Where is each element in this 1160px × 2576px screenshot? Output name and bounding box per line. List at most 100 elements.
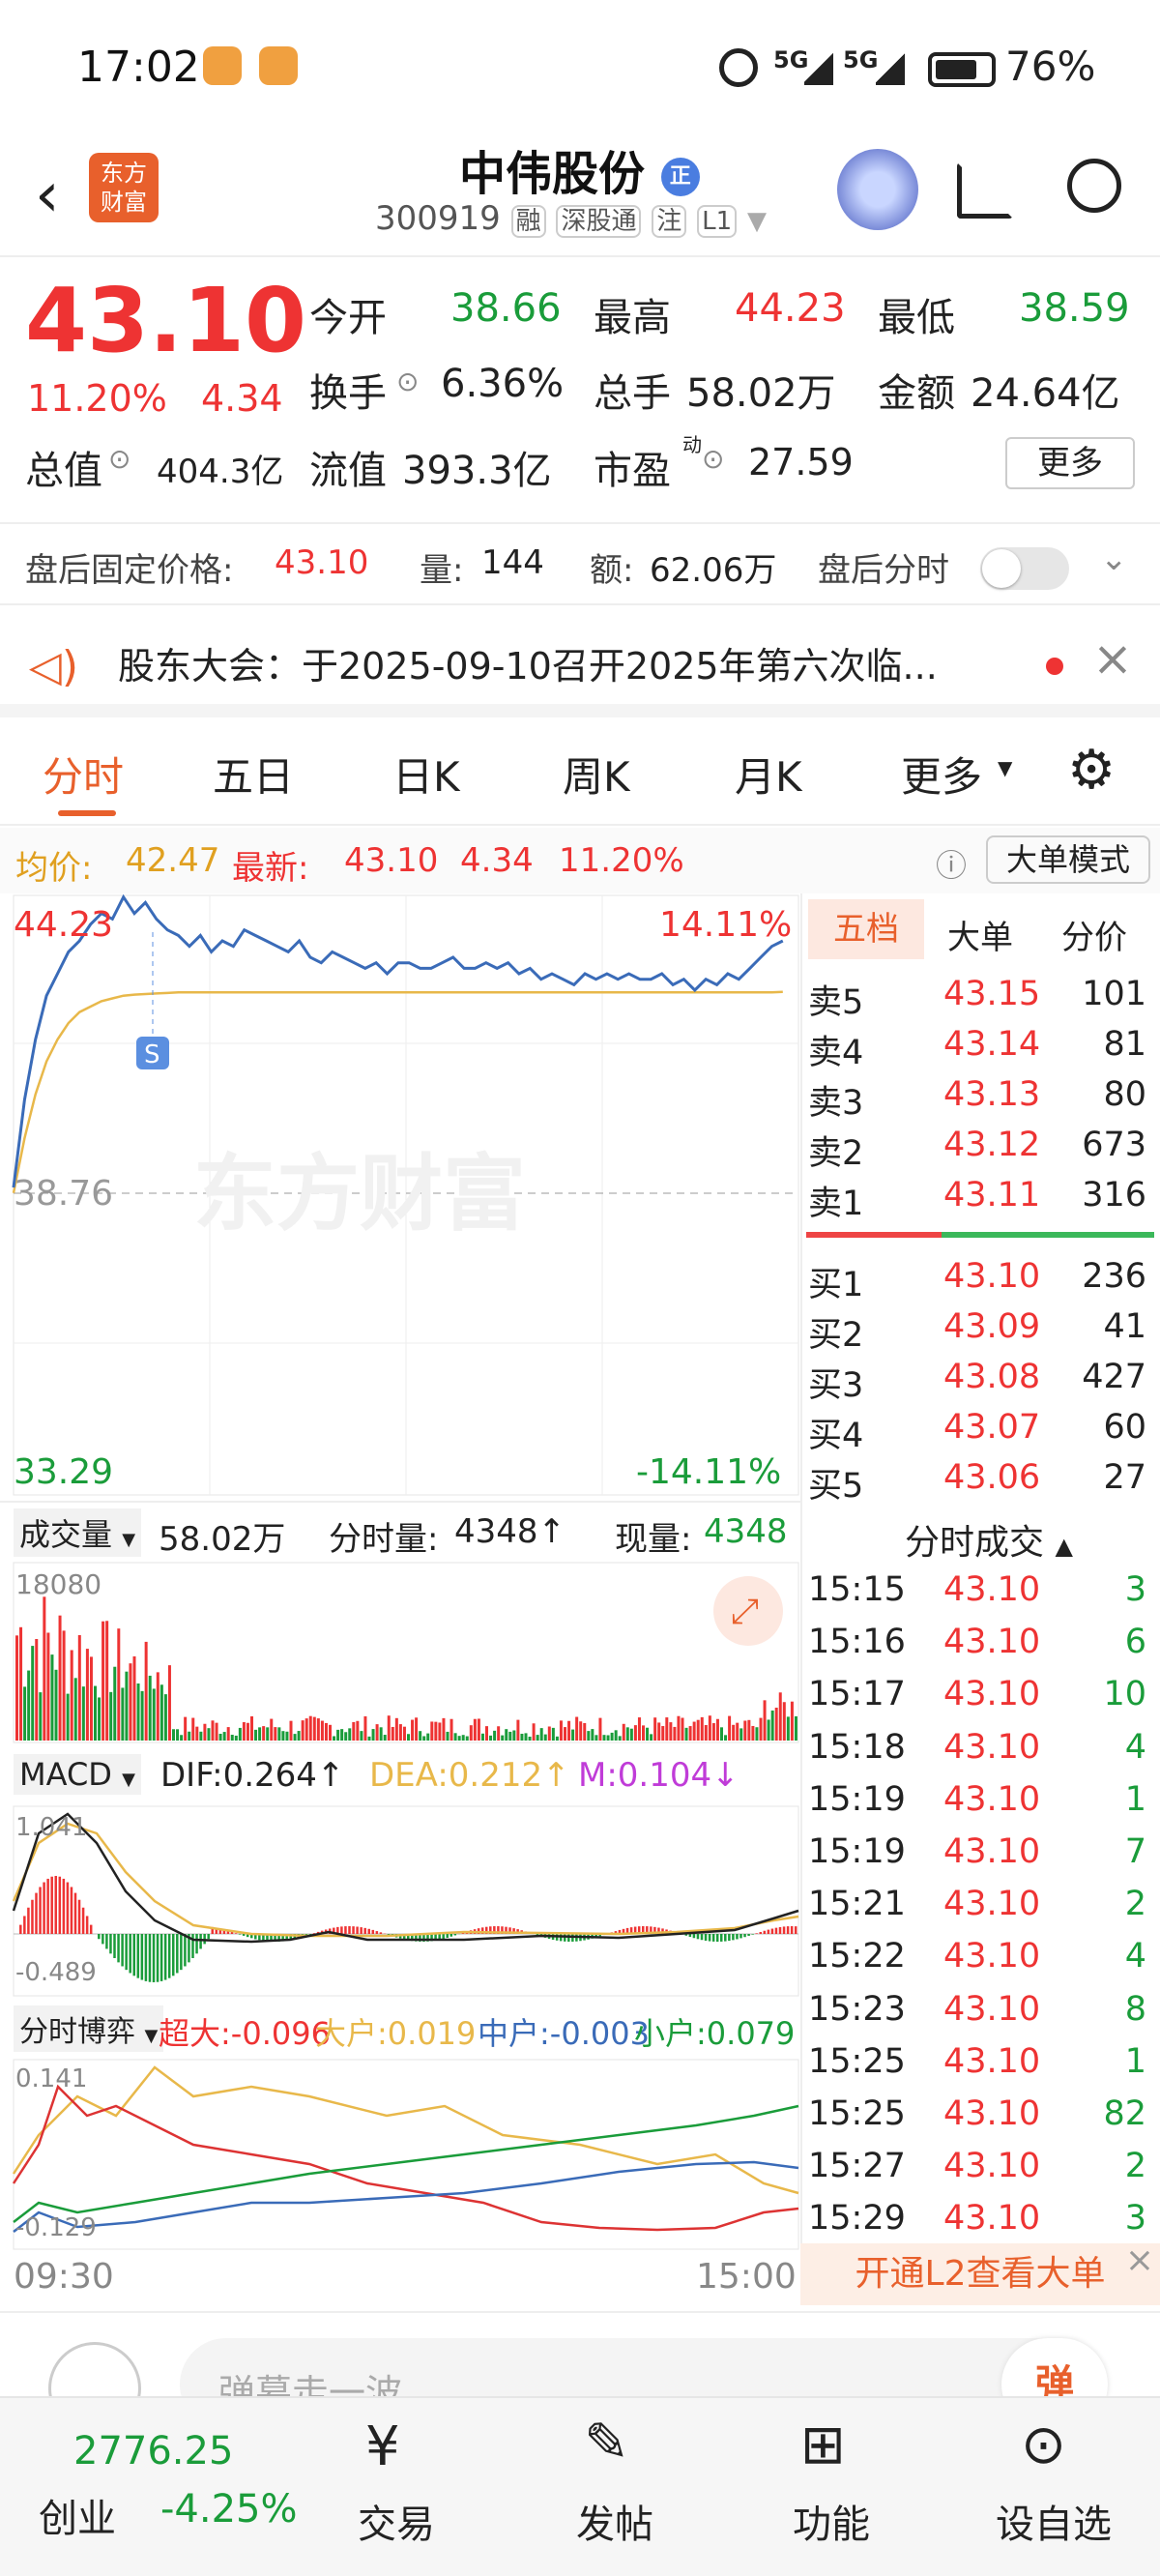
tab-more[interactable]: 更多 <box>901 753 983 801</box>
tab-monthly[interactable]: 月K <box>735 753 802 801</box>
tab-daily[interactable]: 日K <box>392 753 460 801</box>
macd-selector[interactable]: MACD ▼ <box>14 1754 141 1795</box>
book-tab-price[interactable]: 分价 <box>1061 919 1127 957</box>
robot-icon[interactable] <box>837 149 918 230</box>
tab-weekly[interactable]: 周K <box>563 753 630 801</box>
flow-selector[interactable]: 分时博弈 ▼ <box>14 2005 164 2052</box>
macd-bar <box>426 1934 429 1942</box>
signal-icon: 5G <box>773 46 809 73</box>
nav-function[interactable]: 功能 <box>793 2503 870 2547</box>
volume-bar <box>575 1716 579 1741</box>
expand-icon[interactable] <box>713 1576 783 1646</box>
close-icon[interactable]: × <box>1092 630 1133 687</box>
volume-bar <box>387 1715 391 1741</box>
sell-marker-icon[interactable] <box>136 1037 169 1069</box>
mcap-label: 总值 <box>25 449 102 493</box>
tick-volume: 82 <box>1103 2094 1146 2133</box>
volume-bar <box>46 1632 50 1741</box>
big-order-mode-button[interactable]: 大单模式 <box>986 835 1150 884</box>
apps-icon[interactable]: ⊞ <box>800 2414 846 2476</box>
trade-icon[interactable]: ¥ <box>365 2415 400 2478</box>
top-pct-label: 14.11% <box>659 905 792 945</box>
volume-bar <box>336 1729 340 1741</box>
ah-amt: 62.06万 <box>650 551 777 590</box>
nav-post[interactable]: 发帖 <box>576 2503 653 2547</box>
tab-5day[interactable]: 五日 <box>213 753 295 801</box>
book-tab-big[interactable]: 大单 <box>947 919 1013 957</box>
volume-chart[interactable]: 18080 ⤢ <box>0 1561 800 1744</box>
flow-chart[interactable]: 0.141 -0.129 <box>0 2058 800 2251</box>
app-logo[interactable]: 东方 财富 <box>89 153 159 222</box>
index-value[interactable]: 2776.25 <box>73 2429 234 2474</box>
notice-bar[interactable]: ◁) 股东大会：于2025-09-10召开2025年第六次临... × <box>0 607 1160 717</box>
post-icon[interactable]: ✎ <box>584 2412 629 2474</box>
volume-bar <box>81 1686 85 1741</box>
chevron-down-icon: ▼ <box>998 756 1013 779</box>
intraday-chart[interactable]: 东方财富 S 44.23 14.11% 38.76 33.29 -14.11% <box>0 893 800 1499</box>
volume-bar <box>27 1670 31 1741</box>
flow-label: 分时博弈 <box>19 2015 135 2049</box>
volume-bar <box>767 1719 770 1741</box>
nav-trade[interactable]: 交易 <box>358 2503 435 2547</box>
macd-bar <box>375 1931 379 1934</box>
top-price-label: 44.23 <box>14 905 113 945</box>
macd-bar <box>105 1934 108 1949</box>
volume-bar <box>102 1621 105 1741</box>
ah-toggle[interactable] <box>980 547 1069 590</box>
more-icon[interactable]: ⊙ <box>1021 2414 1066 2476</box>
l2-promo[interactable]: 开通L2查看大单 × <box>800 2240 1160 2305</box>
macd-chart[interactable]: 1.041 -0.489 <box>0 1804 800 1998</box>
ask-label: 卖1 <box>808 1185 864 1223</box>
macd-bar <box>156 1934 160 1982</box>
chevron-down-icon[interactable]: ⌄ <box>1100 540 1128 578</box>
volume-selector[interactable]: 成交量 ▼ <box>14 1508 142 1557</box>
ah-price: 43.10 <box>275 543 369 582</box>
tick-volume: 7 <box>1124 1832 1146 1871</box>
stock-code-row[interactable]: 300919 融 深股通 注 L1 ▼ <box>375 199 767 238</box>
ask-bid-divider-green <box>942 1232 1154 1238</box>
volume-bar <box>113 1666 117 1741</box>
volume-bar <box>156 1672 160 1741</box>
ticks-title[interactable]: 分时成交 ▲ <box>905 1514 1073 1565</box>
more-button[interactable]: 更多 <box>1005 437 1135 489</box>
macd-bar <box>692 1934 696 1939</box>
close-icon[interactable]: × <box>1124 2240 1154 2280</box>
back-icon[interactable]: ‹ <box>35 160 60 231</box>
expand-glyph: ⤢ <box>731 1592 759 1631</box>
macd-bar <box>144 1934 148 1981</box>
volume-bar <box>230 1735 234 1741</box>
index-name[interactable]: 创业 <box>39 2497 116 2541</box>
logo-line2: 财富 <box>101 189 147 216</box>
float-label: 流值 <box>309 449 387 493</box>
macd-label: MACD <box>19 1756 112 1793</box>
search-icon[interactable] <box>1067 159 1121 213</box>
tick-price: 43.10 <box>943 1675 1041 1714</box>
nav-watchlist[interactable]: 设自选 <box>996 2503 1112 2547</box>
volume-bar <box>528 1736 532 1741</box>
volume-bar <box>579 1721 583 1741</box>
volume-bar <box>790 1701 794 1741</box>
macd-bar <box>379 1932 383 1934</box>
share-icon[interactable] <box>957 162 1013 219</box>
volume-bar <box>610 1732 614 1741</box>
macd-bar <box>751 1934 754 1935</box>
index-pct[interactable]: -4.25% <box>160 2487 298 2532</box>
volume-bar <box>770 1710 774 1741</box>
bot-pct-label: -14.11% <box>636 1452 781 1492</box>
book-tab-5[interactable]: 五档 <box>808 899 924 959</box>
volume-bar <box>587 1731 591 1741</box>
macd-bar <box>266 1934 269 1942</box>
volume-bar <box>564 1727 566 1741</box>
settings-icon[interactable]: ⚙ <box>1067 739 1116 802</box>
volume-bar <box>520 1733 524 1741</box>
tick-label: 15:27 <box>808 2147 906 2186</box>
tick-price: 43.10 <box>943 1623 1041 1662</box>
macd-bar <box>618 1929 622 1934</box>
macd-bar <box>160 1934 163 1981</box>
volume-bar <box>461 1735 465 1741</box>
tick-label: 15:25 <box>808 2041 906 2081</box>
help-icon[interactable]: ⓘ <box>936 847 968 884</box>
tab-intraday[interactable]: 分时 <box>43 753 125 801</box>
macd-bar <box>254 1934 257 1940</box>
tick-volume: 10 <box>1103 1675 1146 1714</box>
